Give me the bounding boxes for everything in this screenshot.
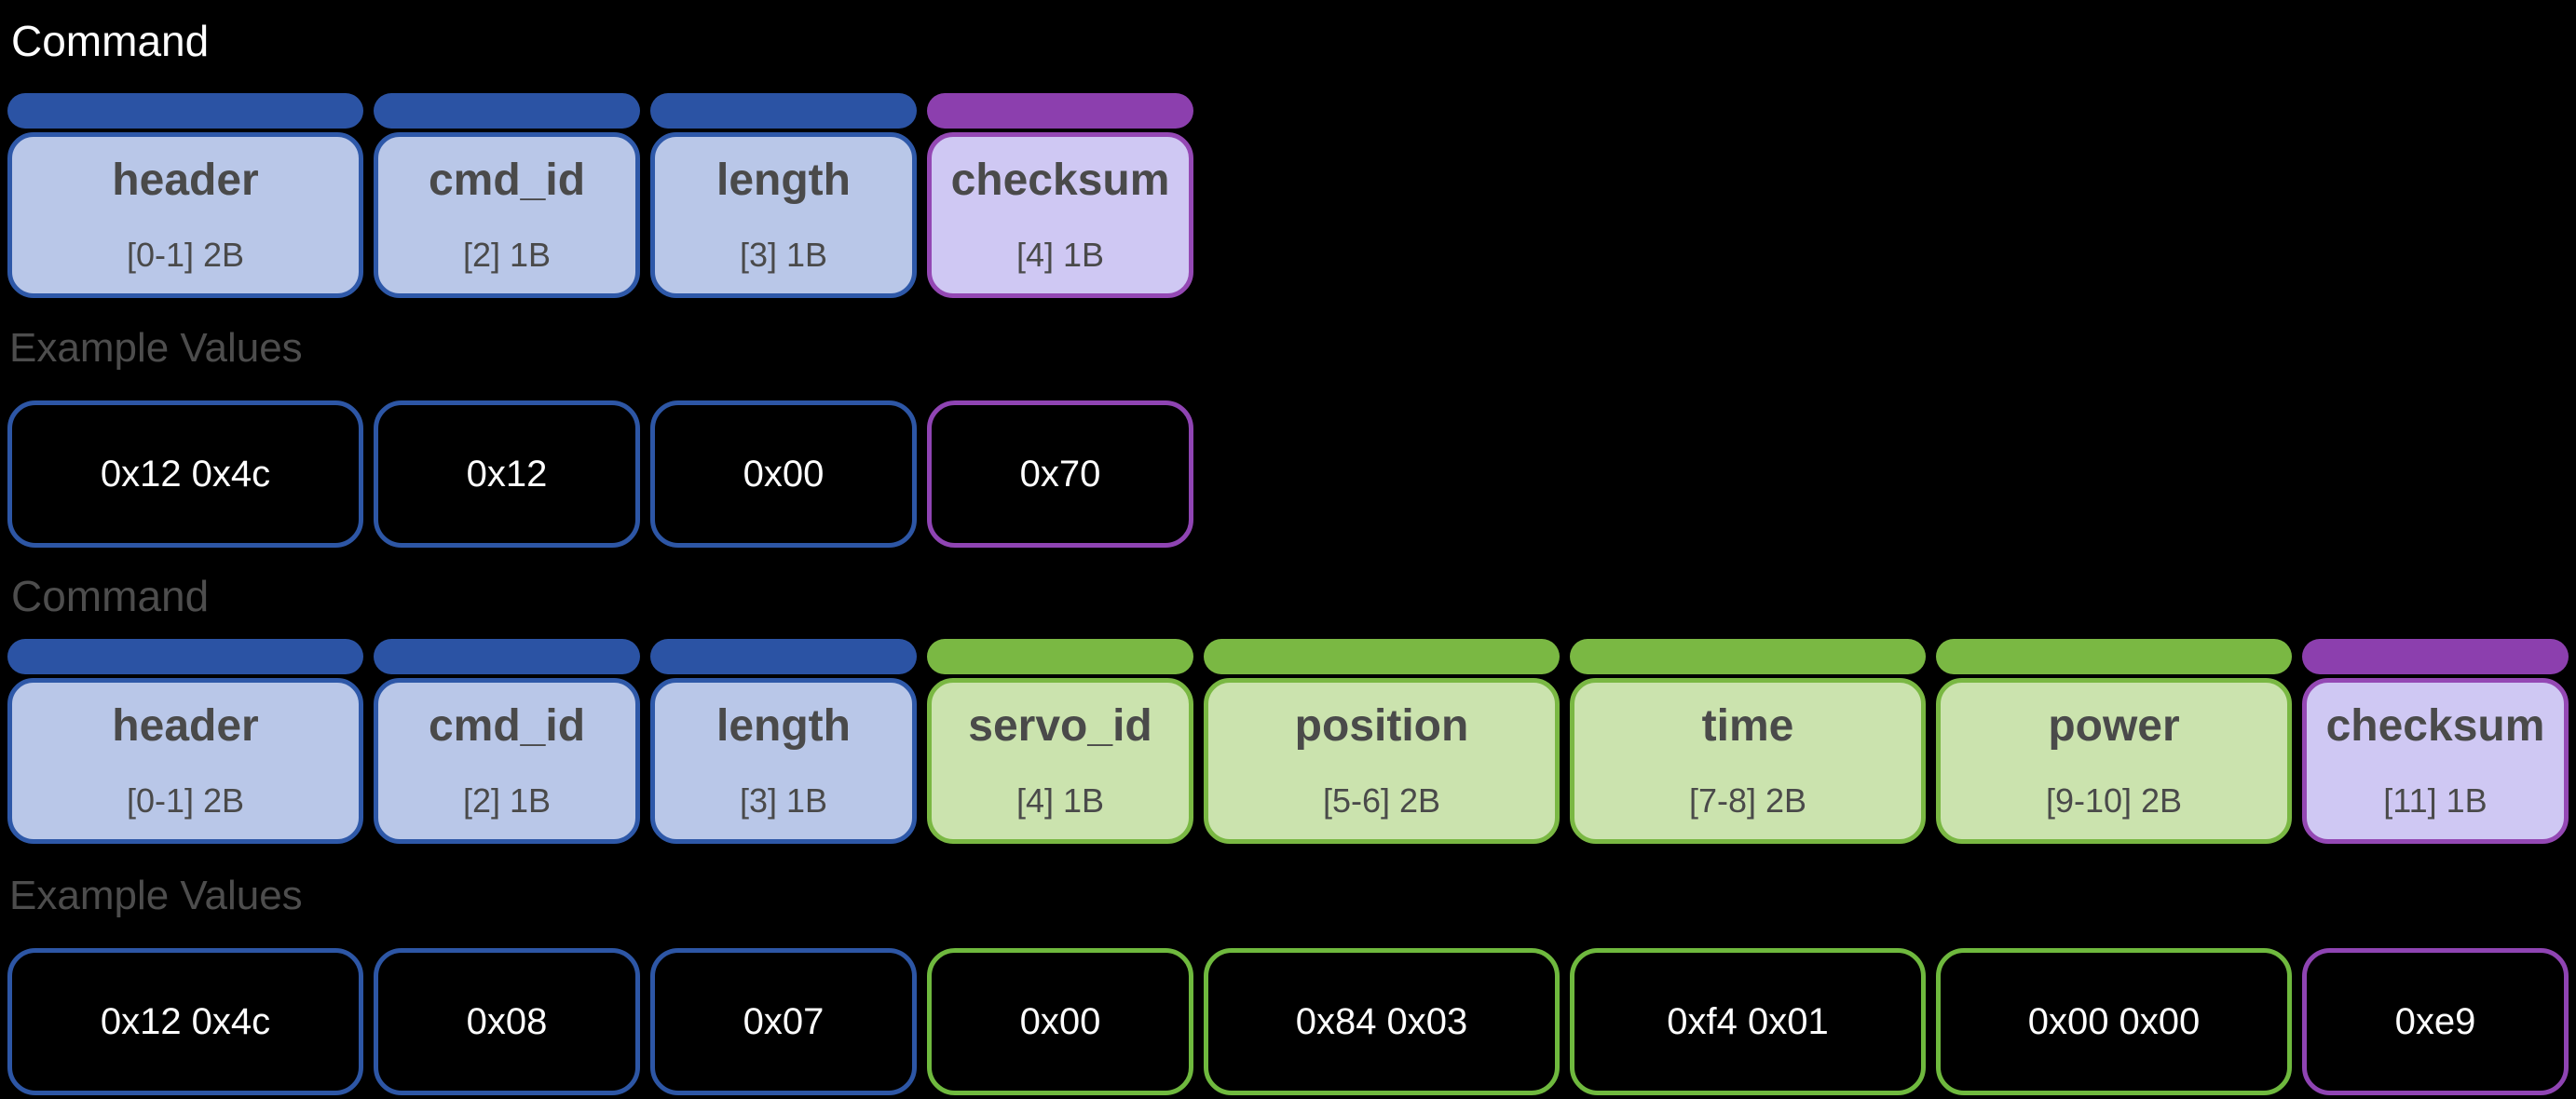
field-color-bar [650, 639, 917, 674]
value-text: 0xf4 0x01 [1667, 1001, 1829, 1042]
field-box-length: length [3] 1B [650, 639, 917, 844]
value-box: 0x07 [650, 948, 917, 1095]
field-name: checksum [2325, 701, 2545, 751]
field-name: position [1294, 701, 1469, 751]
section-title: Command [11, 572, 210, 620]
fields-row: header [0-1] 2B cmd_id [2] 1B length [3] 1B ch… [7, 93, 2569, 298]
section-title: Command [11, 17, 210, 65]
value-box: 0x84 0x03 [1204, 948, 1560, 1095]
values-row: 0x12 0x4c 0x12 0x00 0x70 [7, 400, 2569, 548]
field-color-bar [374, 93, 640, 129]
value-text: 0x70 [1019, 454, 1101, 495]
example-values-label: Example Values [9, 325, 303, 371]
field-box-header: header [0-1] 2B [7, 93, 363, 298]
field-color-bar [374, 639, 640, 674]
field-body: cmd_id [2] 1B [374, 678, 640, 844]
value-box: 0x00 0x00 [1936, 948, 2292, 1095]
value-box: 0x00 [927, 948, 1193, 1095]
value-box: 0x08 [374, 948, 640, 1095]
field-byte-range: [3] 1B [739, 236, 828, 274]
field-color-bar [1204, 639, 1560, 674]
field-body: time [7-8] 2B [1570, 678, 1926, 844]
field-byte-range: [4] 1B [1015, 236, 1105, 274]
field-name: cmd_id [428, 701, 586, 751]
field-body: position [5-6] 2B [1204, 678, 1560, 844]
field-color-bar [7, 93, 363, 129]
field-body: header [0-1] 2B [7, 132, 363, 298]
value-box: 0x12 0x4c [7, 948, 363, 1095]
field-body: checksum [4] 1B [927, 132, 1193, 298]
field-name: servo_id [968, 701, 1152, 751]
field-color-bar [927, 639, 1193, 674]
field-name: power [2048, 701, 2180, 751]
field-body: length [3] 1B [650, 678, 917, 844]
value-text: 0x00 [743, 454, 825, 495]
value-box: 0x00 [650, 400, 917, 548]
field-name: checksum [950, 156, 1170, 205]
value-box: 0x12 [374, 400, 640, 548]
field-body: cmd_id [2] 1B [374, 132, 640, 298]
field-byte-range: [2] 1B [462, 236, 552, 274]
field-name: length [716, 156, 851, 205]
field-color-bar [1936, 639, 2292, 674]
value-text: 0x07 [743, 1001, 825, 1042]
packet-section: Command header [0-1] 2B cmd_id [2] 1B length [… [7, 15, 2569, 548]
field-byte-range: [0-1] 2B [126, 236, 245, 274]
example-values-label: Example Values [9, 873, 303, 918]
field-color-bar [7, 639, 363, 674]
field-box-cmd_id: cmd_id [2] 1B [374, 93, 640, 298]
value-text: 0x12 0x4c [100, 454, 271, 495]
value-box: 0xf4 0x01 [1570, 948, 1926, 1095]
value-text: 0x12 0x4c [100, 1001, 271, 1042]
field-box-cmd_id: cmd_id [2] 1B [374, 639, 640, 844]
value-text: 0x84 0x03 [1295, 1001, 1468, 1042]
value-text: 0x00 [1019, 1001, 1101, 1042]
field-box-length: length [3] 1B [650, 93, 917, 298]
packet-section: Command header [0-1] 2B cmd_id [2] 1B length [… [7, 570, 2569, 1095]
field-name: time [1701, 701, 1794, 751]
field-color-bar [2302, 639, 2569, 674]
field-box-checksum: checksum [4] 1B [927, 93, 1193, 298]
value-box: 0x12 0x4c [7, 400, 363, 548]
field-box-servo_id: servo_id [4] 1B [927, 639, 1193, 844]
value-text: 0x12 [466, 454, 548, 495]
field-box-power: power [9-10] 2B [1936, 639, 2292, 844]
field-color-bar [927, 93, 1193, 129]
value-text: 0x00 0x00 [2027, 1001, 2201, 1042]
field-body: header [0-1] 2B [7, 678, 363, 844]
field-byte-range: [7-8] 2B [1688, 781, 1807, 820]
field-byte-range: [3] 1B [739, 781, 828, 820]
value-box: 0x70 [927, 400, 1193, 548]
diagram-content: Command header [0-1] 2B cmd_id [2] 1B length [… [7, 0, 2569, 1095]
fields-row: header [0-1] 2B cmd_id [2] 1B length [3] 1B se… [7, 639, 2569, 844]
field-box-checksum: checksum [11] 1B [2302, 639, 2569, 844]
field-byte-range: [9-10] 2B [2045, 781, 2183, 820]
field-name: header [112, 701, 259, 751]
field-byte-range: [5-6] 2B [1322, 781, 1441, 820]
field-body: power [9-10] 2B [1936, 678, 2292, 844]
field-body: length [3] 1B [650, 132, 917, 298]
value-text: 0xe9 [2394, 1001, 2476, 1042]
field-body: checksum [11] 1B [2302, 678, 2569, 844]
field-name: header [112, 156, 259, 205]
field-byte-range: [4] 1B [1015, 781, 1105, 820]
field-box-header: header [0-1] 2B [7, 639, 363, 844]
field-byte-range: [0-1] 2B [126, 781, 245, 820]
field-name: length [716, 701, 851, 751]
field-box-position: position [5-6] 2B [1204, 639, 1560, 844]
values-row: 0x12 0x4c 0x08 0x07 0x00 0x84 0x03 0xf4 0x01 0… [7, 948, 2569, 1095]
value-text: 0x08 [466, 1001, 548, 1042]
value-box: 0xe9 [2302, 948, 2569, 1095]
field-name: cmd_id [428, 156, 586, 205]
field-box-time: time [7-8] 2B [1570, 639, 1926, 844]
field-color-bar [650, 93, 917, 129]
field-byte-range: [11] 1B [2383, 781, 2487, 820]
field-color-bar [1570, 639, 1926, 674]
field-byte-range: [2] 1B [462, 781, 552, 820]
field-body: servo_id [4] 1B [927, 678, 1193, 844]
